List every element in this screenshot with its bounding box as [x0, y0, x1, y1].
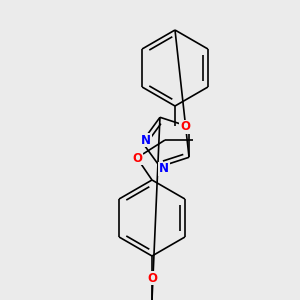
Text: O: O — [147, 272, 157, 284]
Text: N: N — [141, 134, 151, 146]
Text: O: O — [180, 120, 190, 133]
Text: O: O — [132, 152, 142, 164]
Text: N: N — [159, 162, 169, 175]
